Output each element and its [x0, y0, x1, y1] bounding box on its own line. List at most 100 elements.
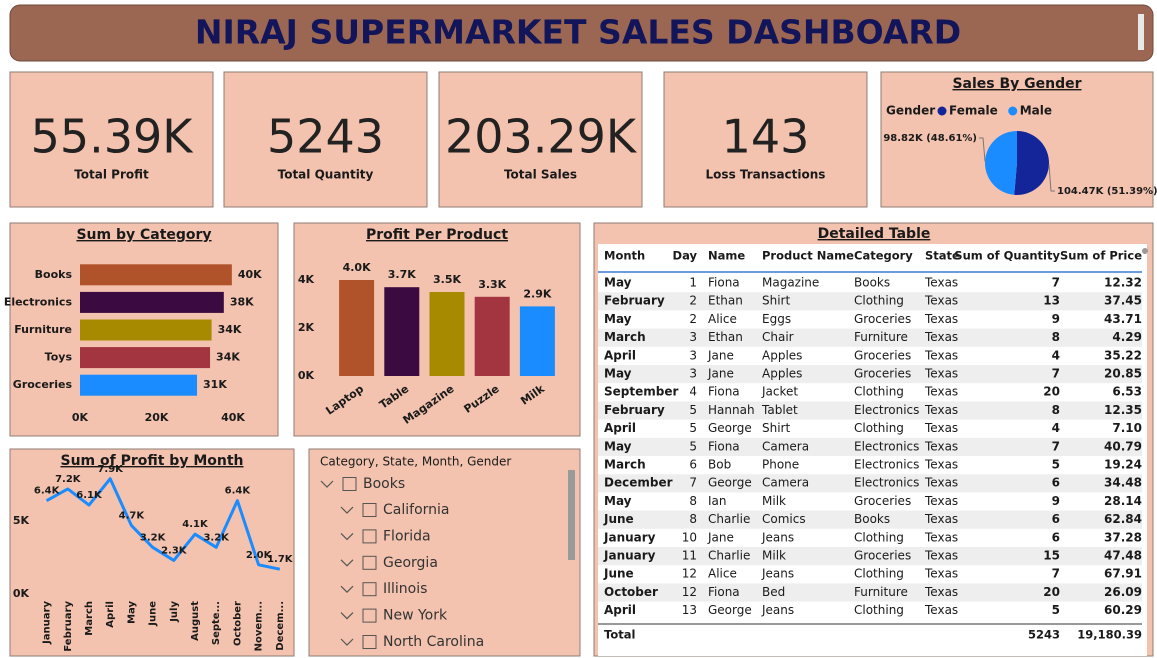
table-cell: May: [604, 312, 632, 326]
table-cell: January: [603, 549, 656, 563]
table-cell: 40.79: [1104, 439, 1142, 453]
kpi-label: Total Quantity: [278, 168, 374, 182]
table-cell: 67.91: [1104, 567, 1142, 581]
x-tick-label: October: [232, 601, 243, 646]
slicer-item[interactable]: North Carolina: [383, 634, 484, 650]
table-cell: Jane: [707, 367, 734, 381]
table-cell: Electronics: [854, 439, 919, 453]
checkbox[interactable]: [362, 503, 377, 517]
x-tick-label: Septe...: [211, 601, 222, 645]
table-cell: 2: [689, 294, 697, 308]
bar: [80, 319, 212, 341]
row-stripe: [598, 365, 1142, 384]
x-tick-label: June: [148, 601, 159, 627]
checkbox[interactable]: [362, 582, 377, 597]
table-cell: Ian: [708, 494, 727, 508]
y-tick-label: 0K: [298, 369, 315, 382]
expand-chevron: [340, 612, 354, 620]
y-tick-label: Books: [35, 268, 73, 281]
table-cell: 7: [1052, 439, 1060, 453]
data-label: 3.2K: [203, 532, 230, 543]
table-cell: 6: [1052, 530, 1060, 544]
data-label: 3.5K: [433, 273, 461, 286]
panel: [223, 71, 428, 208]
column-header: Name: [708, 249, 745, 263]
table-cell: 9: [1052, 312, 1060, 326]
table-cell: Bed: [762, 585, 785, 599]
slicer-item[interactable]: Books: [363, 476, 405, 492]
bar: [429, 292, 465, 376]
checkbox[interactable]: [342, 477, 357, 491]
panel: [308, 448, 581, 657]
table-cell: 19.24: [1104, 458, 1142, 472]
panel-title: Detailed Table: [818, 226, 931, 242]
data-label: 6.1K: [76, 490, 103, 501]
table-cell: 8: [1052, 330, 1060, 344]
slicer-item[interactable]: Georgia: [383, 555, 438, 571]
table-cell: April: [604, 421, 636, 435]
slicer-item[interactable]: New York: [383, 608, 448, 624]
column-header: Sum of Price: [1060, 249, 1142, 263]
table-cell: 6: [1052, 512, 1060, 526]
table-cell: Clothing: [854, 385, 904, 399]
slicer-item[interactable]: Florida: [383, 528, 431, 544]
checkbox[interactable]: [362, 608, 377, 623]
row-stripe: [598, 583, 1142, 602]
table-cell: February: [604, 294, 665, 308]
y-tick-label: 2K: [298, 321, 315, 334]
slicer-item[interactable]: Illinois: [383, 581, 427, 597]
table-cell: Texas: [924, 276, 958, 290]
expand-chevron: [340, 506, 354, 514]
slicer-title: Category, State, Month, Gender: [320, 455, 511, 469]
checkbox[interactable]: [362, 555, 377, 570]
table-cell: 12: [682, 567, 697, 581]
checkbox[interactable]: [362, 529, 377, 544]
x-tick-label: July: [169, 601, 180, 623]
data-label: 34K: [218, 323, 242, 336]
table-cell: December: [604, 476, 673, 490]
total-cell: 5243: [1028, 628, 1060, 642]
table-cell: 26.09: [1104, 585, 1142, 599]
table-cell: 6: [689, 458, 697, 472]
slicer-item[interactable]: California: [383, 502, 449, 518]
table-cell: Groceries: [854, 549, 911, 563]
table-cell: George: [708, 476, 752, 490]
table-cell: Jeans: [761, 530, 794, 544]
table-cell: September: [604, 385, 678, 399]
table-cell: Texas: [924, 585, 958, 599]
table-cell: Texas: [924, 567, 958, 581]
data-label: 1.7K: [267, 554, 294, 565]
table-cell: 7: [689, 476, 697, 490]
table-cell: April: [604, 603, 636, 617]
table-cell: Jacket: [761, 385, 798, 399]
table-cell: May: [604, 367, 632, 381]
table-cell: May: [604, 276, 632, 290]
data-label: 6.4K: [34, 486, 61, 497]
pie-slice: [985, 131, 1017, 195]
table-cell: Jane: [707, 530, 734, 544]
table-cell: 4: [689, 385, 697, 399]
data-label: 3.3K: [478, 278, 506, 291]
bar: [339, 280, 375, 376]
row-stripe: [598, 401, 1142, 420]
table-cell: 5: [1052, 603, 1060, 617]
checkbox[interactable]: [362, 635, 377, 649]
table-cell: George: [708, 421, 752, 435]
table-cell: Furniture: [854, 585, 908, 599]
leader-line: [979, 137, 986, 162]
table-cell: Bob: [708, 458, 731, 472]
table-cell: 10: [682, 530, 697, 544]
column-header: Sum of Quantity: [954, 249, 1060, 263]
row-stripe: [598, 437, 1142, 456]
table-cell: 13: [682, 603, 697, 617]
table-cell: April: [604, 348, 636, 362]
table-cell: George: [708, 603, 752, 617]
data-label: 3.7K: [388, 268, 416, 281]
table-cell: 7: [1052, 367, 1060, 381]
table-cell: Alice: [708, 567, 737, 581]
table-cell: Charlie: [708, 512, 750, 526]
scroll-handle: [1138, 14, 1144, 50]
table-cell: 3: [689, 330, 697, 344]
data-label: 38K: [230, 295, 254, 308]
y-tick-label: Furniture: [14, 323, 72, 336]
